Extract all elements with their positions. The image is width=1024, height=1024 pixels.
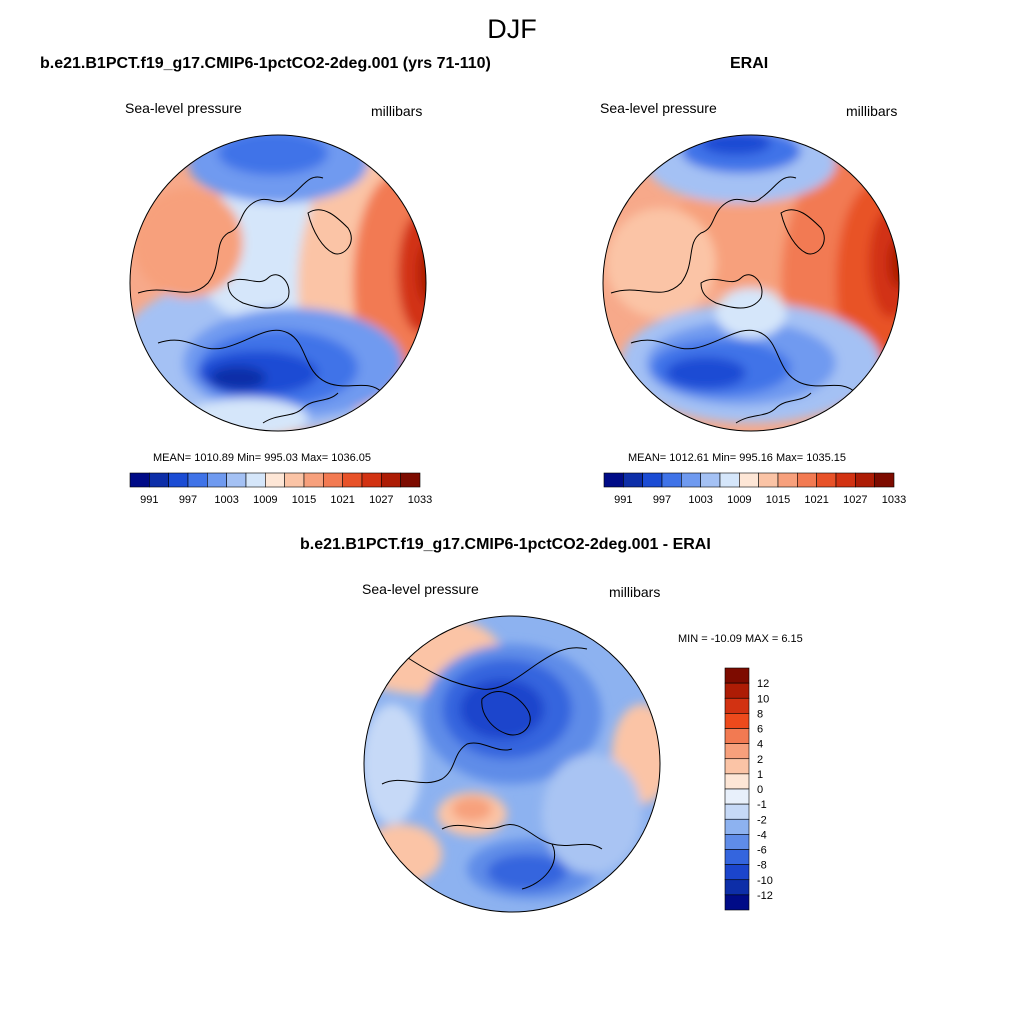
colorbar-tick-label: 1021 bbox=[804, 494, 828, 506]
stats-diff: MIN = -10.09 MAX = 6.15 bbox=[678, 633, 803, 645]
colorbar-swatch bbox=[724, 803, 750, 820]
colorbar-swatch bbox=[797, 472, 817, 488]
colorbar-swatch bbox=[816, 472, 837, 488]
colorbar-swatch bbox=[342, 472, 363, 488]
units-label-model: millibars bbox=[371, 103, 423, 119]
field-label-model: Sea-level pressure bbox=[125, 100, 242, 116]
colorbar-swatch bbox=[724, 682, 750, 699]
colorbar-tick-label: -12 bbox=[757, 890, 773, 902]
colorbar-swatch bbox=[661, 472, 682, 488]
colorbar-swatch bbox=[226, 472, 247, 488]
colorbar-tick-label: 0 bbox=[757, 784, 763, 796]
colorbar-swatch bbox=[724, 667, 750, 684]
panel-title-model: b.e21.B1PCT.f19_g17.CMIP6-1pctCO2-2deg.0… bbox=[40, 55, 491, 72]
colorbar-swatch bbox=[642, 472, 663, 488]
colorbar-tick-label: -4 bbox=[757, 829, 767, 841]
colorbar-erai: 991 997 1003 1009 1015 1021 1027 1033 bbox=[603, 472, 906, 506]
colorbar-tick-label: 1033 bbox=[408, 494, 432, 506]
colorbar-tick-label: -10 bbox=[757, 875, 773, 887]
colorbar-tick-label: 1 bbox=[757, 769, 763, 781]
colorbar-tick-label: 1003 bbox=[214, 494, 238, 506]
colorbar-swatch bbox=[323, 472, 343, 488]
colorbar-swatch bbox=[168, 472, 189, 488]
colorbar-swatch bbox=[129, 472, 150, 488]
colorbar-swatch bbox=[724, 849, 750, 865]
colorbar-tick-label: 1027 bbox=[369, 494, 393, 506]
colorbar-tick-label: -6 bbox=[757, 845, 767, 857]
colorbar-tick-label: 991 bbox=[140, 494, 158, 506]
figure-title: DJF bbox=[487, 14, 537, 44]
colorbar-swatch bbox=[681, 472, 701, 488]
field-label-diff: Sea-level pressure bbox=[362, 581, 479, 597]
colorbar-tick-label: 1021 bbox=[330, 494, 354, 506]
colorbar-tick-label: 1009 bbox=[727, 494, 751, 506]
colorbar-tick-label: 10 bbox=[757, 693, 769, 705]
colorbar-swatch bbox=[739, 472, 759, 488]
colorbar-swatch bbox=[603, 472, 624, 488]
colorbar-tick-label: 4 bbox=[757, 739, 763, 751]
colorbar-swatch bbox=[724, 818, 750, 835]
colorbar-swatch bbox=[855, 472, 875, 488]
colorbar-tick-label: 1027 bbox=[843, 494, 867, 506]
colorbar-swatch bbox=[724, 713, 750, 729]
colorbar-tick-label: 12 bbox=[757, 678, 769, 690]
colorbar-tick-label: 6 bbox=[757, 724, 763, 736]
colorbar-swatch bbox=[724, 758, 750, 775]
colorbar-tick-label: 991 bbox=[614, 494, 632, 506]
colorbar-model: 991 997 1003 1009 1015 1021 1027 1033 bbox=[129, 472, 432, 506]
colorbar-swatch bbox=[874, 472, 895, 488]
colorbar-swatch bbox=[381, 472, 401, 488]
colorbar-swatch bbox=[724, 788, 750, 805]
polar-map-model bbox=[129, 134, 427, 432]
colorbar-tick-label: -2 bbox=[757, 814, 767, 826]
colorbar-swatch bbox=[724, 697, 750, 714]
colorbar-swatch bbox=[149, 472, 169, 488]
stats-erai: MEAN= 1012.61 Min= 995.16 Max= 1035.15 bbox=[628, 452, 847, 464]
colorbar-tick-label: 1003 bbox=[688, 494, 712, 506]
colorbar-tick-label: 8 bbox=[757, 708, 763, 720]
colorbar-swatch bbox=[724, 743, 750, 760]
colorbar-tick-label: 2 bbox=[757, 754, 763, 766]
colorbar-tick-label: 1015 bbox=[292, 494, 316, 506]
colorbar-swatch bbox=[724, 834, 750, 850]
stats-model: MEAN= 1010.89 Min= 995.03 Max= 1036.05 bbox=[153, 452, 372, 464]
colorbar-swatch bbox=[724, 879, 750, 896]
colorbar-tick-label: 1009 bbox=[253, 494, 277, 506]
panel-title-erai: ERAI bbox=[730, 55, 769, 72]
units-label-erai: millibars bbox=[846, 103, 898, 119]
colorbar-swatch bbox=[623, 472, 643, 488]
colorbar-swatch bbox=[284, 472, 305, 488]
colorbar-tick-label: 997 bbox=[179, 494, 197, 506]
colorbar-swatch bbox=[245, 472, 266, 488]
colorbar-swatch bbox=[724, 728, 750, 744]
colorbar-tick-label: 997 bbox=[653, 494, 671, 506]
colorbar-tick-label: -8 bbox=[757, 860, 767, 872]
colorbar-swatch bbox=[724, 773, 750, 790]
colorbar-swatch bbox=[400, 472, 421, 488]
colorbar-swatch bbox=[361, 472, 382, 488]
polar-map-diff bbox=[363, 615, 661, 913]
polar-map-erai bbox=[602, 134, 900, 432]
colorbar-swatch bbox=[303, 472, 324, 488]
colorbar-swatch bbox=[700, 472, 721, 488]
colorbar-swatch bbox=[835, 472, 856, 488]
colorbar-swatch bbox=[777, 472, 798, 488]
colorbar-tick-label: 1015 bbox=[766, 494, 790, 506]
colorbar-tick-label: -1 bbox=[757, 799, 767, 811]
colorbar-swatch bbox=[724, 894, 750, 911]
colorbar-swatch bbox=[758, 472, 779, 488]
colorbar-swatch bbox=[265, 472, 285, 488]
colorbar-tick-label: 1033 bbox=[882, 494, 906, 506]
colorbar-swatch bbox=[207, 472, 227, 488]
colorbar-swatch bbox=[719, 472, 740, 488]
panel-title-diff: b.e21.B1PCT.f19_g17.CMIP6-1pctCO2-2deg.0… bbox=[300, 536, 711, 553]
field-label-erai: Sea-level pressure bbox=[600, 100, 717, 116]
colorbar-swatch bbox=[724, 864, 750, 881]
colorbar-swatch bbox=[187, 472, 208, 488]
units-label-diff: millibars bbox=[609, 584, 661, 600]
